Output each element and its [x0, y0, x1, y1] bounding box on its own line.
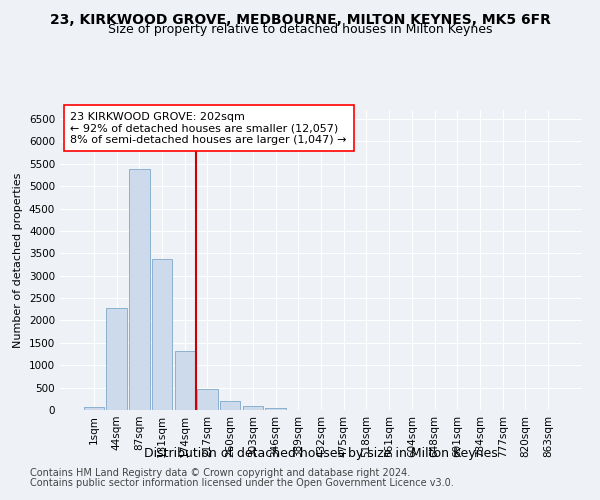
Bar	[265, 408, 286, 410]
Bar	[106, 308, 127, 410]
Bar	[152, 258, 172, 410]
Bar	[242, 406, 263, 410]
Bar	[129, 168, 149, 410]
Text: 23, KIRKWOOD GROVE, MEDBOURNE, MILTON KEYNES, MK5 6FR: 23, KIRKWOOD GROVE, MEDBOURNE, MILTON KE…	[50, 12, 550, 26]
Text: Contains public sector information licensed under the Open Government Licence v3: Contains public sector information licen…	[30, 478, 454, 488]
Text: Distribution of detached houses by size in Milton Keynes: Distribution of detached houses by size …	[144, 448, 498, 460]
Bar	[84, 407, 104, 410]
Bar	[220, 402, 241, 410]
Text: Contains HM Land Registry data © Crown copyright and database right 2024.: Contains HM Land Registry data © Crown c…	[30, 468, 410, 477]
Y-axis label: Number of detached properties: Number of detached properties	[13, 172, 23, 348]
Bar	[197, 388, 218, 410]
Bar	[175, 351, 195, 410]
Text: 23 KIRKWOOD GROVE: 202sqm
← 92% of detached houses are smaller (12,057)
8% of se: 23 KIRKWOOD GROVE: 202sqm ← 92% of detac…	[70, 112, 347, 144]
Text: Size of property relative to detached houses in Milton Keynes: Size of property relative to detached ho…	[108, 22, 492, 36]
